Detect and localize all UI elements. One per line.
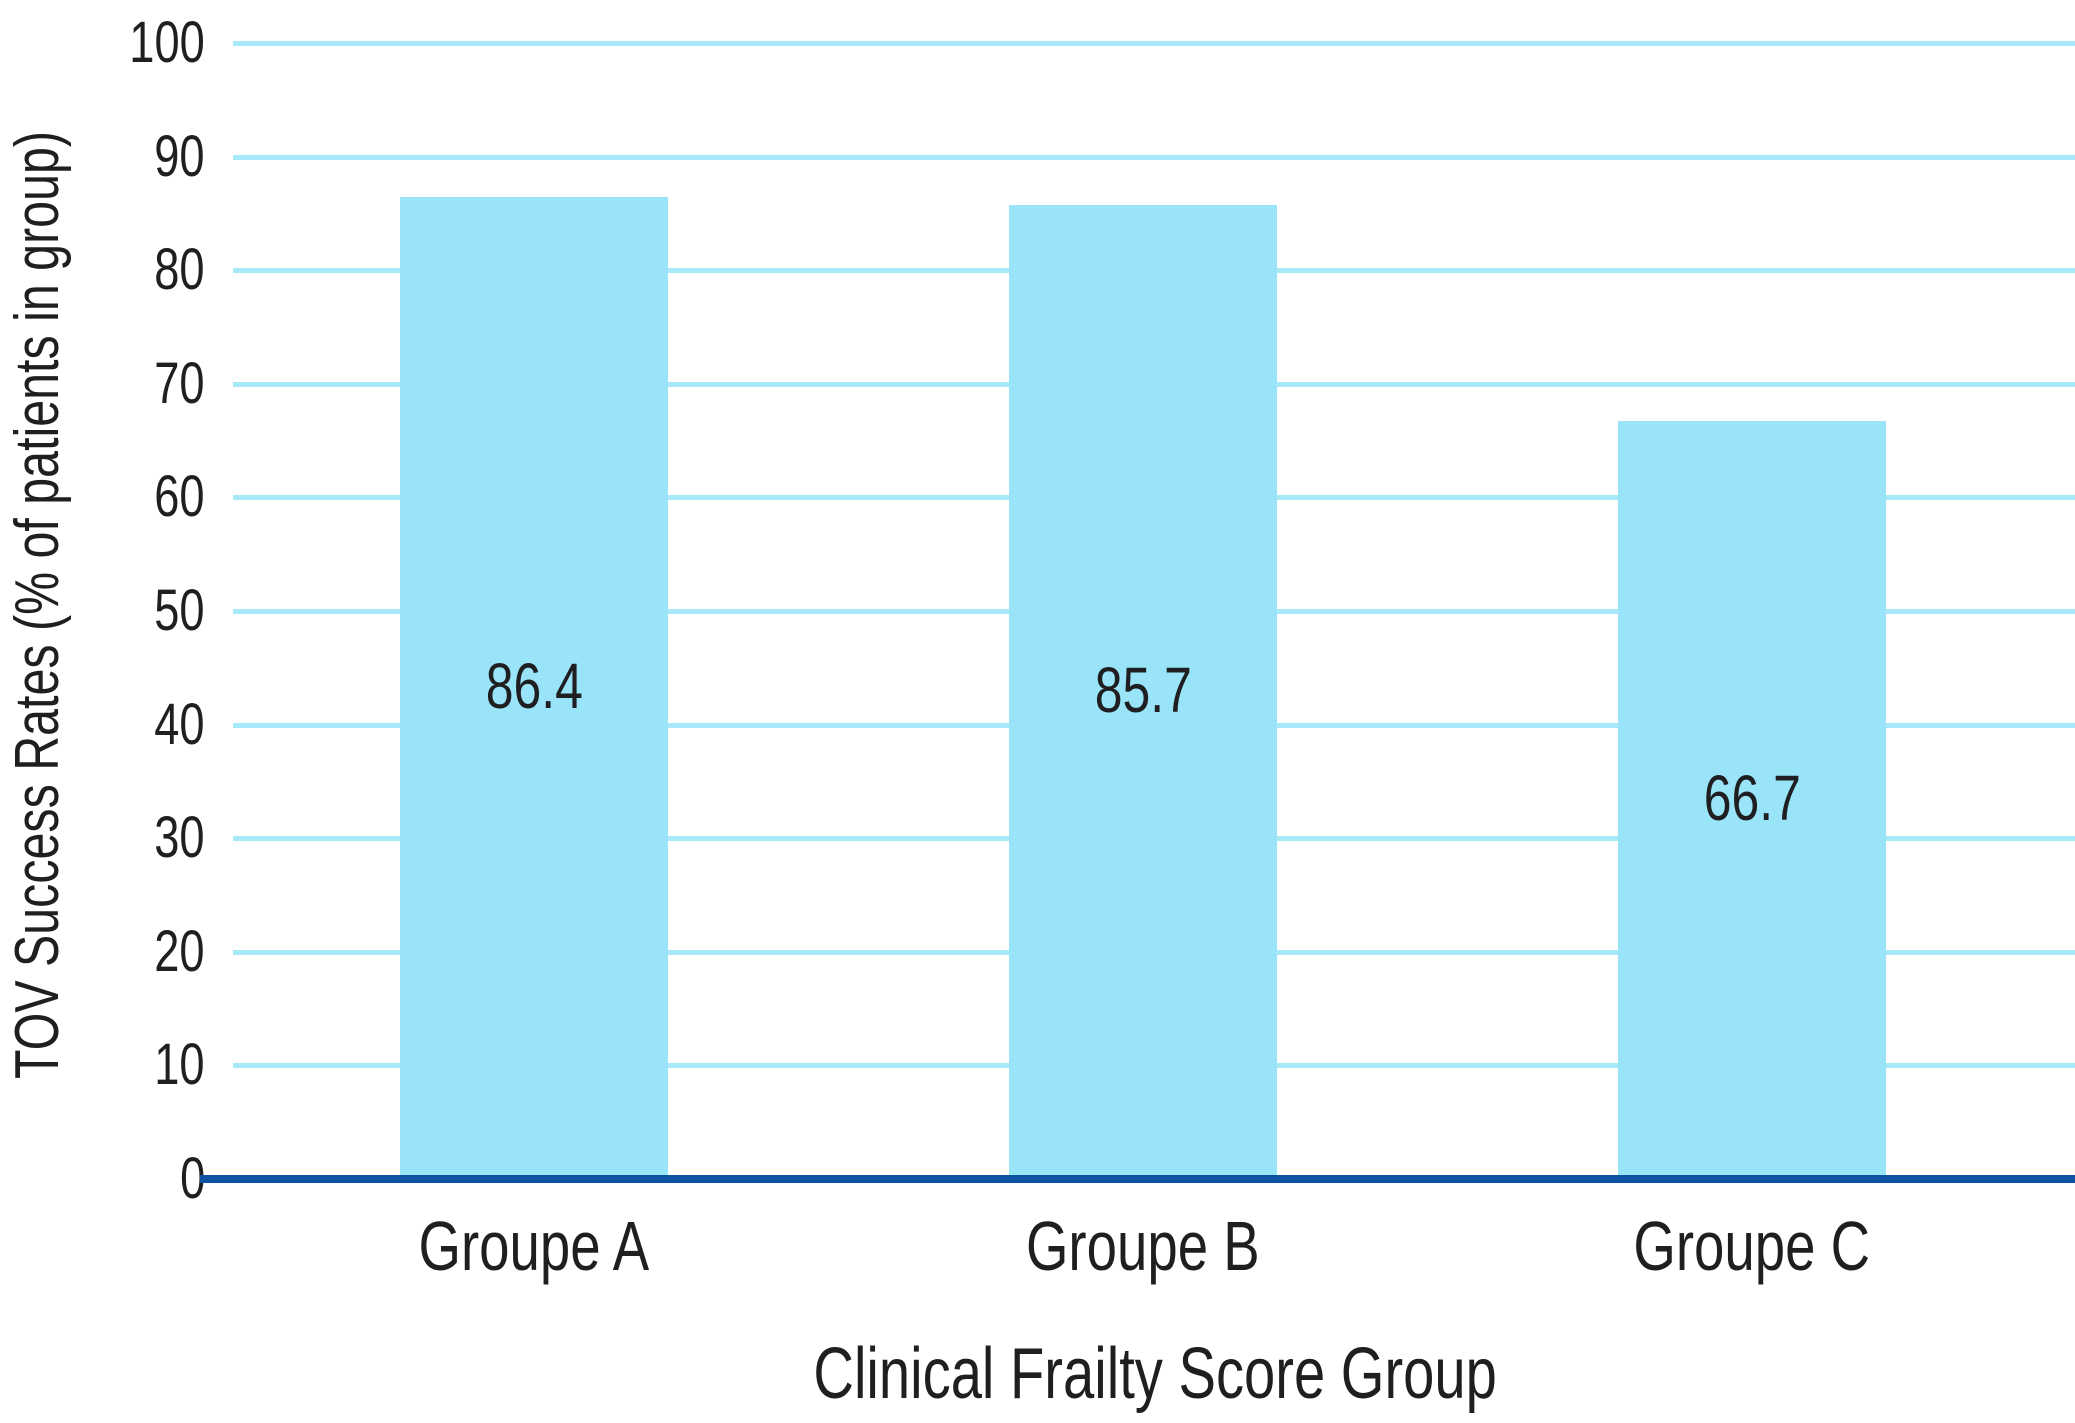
bar-groupe-a [400, 197, 668, 1175]
y-tick-label-text: 30 [154, 805, 205, 870]
gridline-90 [233, 155, 2075, 160]
x-axis-title-text: Clinical Frailty Score Group [813, 1334, 1497, 1414]
y-tick-label-0: 0 [15, 1144, 205, 1214]
y-tick-label-text: 90 [154, 124, 205, 189]
y-tick-label-text: 20 [154, 919, 205, 984]
y-tick-label-text: 70 [154, 351, 205, 416]
bar-value-label-text: 86.4 [485, 650, 583, 722]
y-tick-label-text: 10 [154, 1032, 205, 1097]
y-tick-label-90: 90 [15, 122, 205, 192]
y-tick-label-40: 40 [15, 690, 205, 760]
category-label-text: Groupe C [1633, 1207, 1871, 1285]
y-tick-label-20: 20 [15, 917, 205, 987]
y-tick-label-text: 80 [154, 237, 205, 302]
y-tick-label-10: 10 [15, 1030, 205, 1100]
bar-value-label-text: 85.7 [1094, 654, 1192, 726]
y-tick-label-60: 60 [15, 462, 205, 532]
bar-value-label-text: 66.7 [1703, 762, 1801, 834]
category-label-text: Groupe B [1026, 1207, 1260, 1285]
bar-value-label: 66.7 [1618, 758, 1886, 838]
bar-value-label: 86.4 [400, 646, 668, 726]
bar-groupe-c [1618, 421, 1886, 1175]
y-tick-label-70: 70 [15, 349, 205, 419]
y-tick-label-text: 40 [154, 692, 205, 757]
y-tick-label-text: 50 [154, 578, 205, 643]
category-label-text: Groupe A [418, 1207, 650, 1285]
category-label-groupe-a: Groupe A [314, 1208, 754, 1284]
y-tick-label-text: 100 [129, 10, 205, 75]
category-label-groupe-b: Groupe B [923, 1208, 1363, 1284]
gridline-100 [233, 41, 2075, 46]
y-tick-label-80: 80 [15, 235, 205, 305]
y-tick-label-text: 60 [154, 464, 205, 529]
y-tick-label-100: 100 [15, 8, 205, 78]
bar-groupe-b [1009, 205, 1277, 1175]
y-tick-label-50: 50 [15, 576, 205, 646]
x-axis-line [200, 1175, 2075, 1183]
category-label-groupe-c: Groupe C [1532, 1208, 1972, 1284]
bar-value-label: 85.7 [1009, 650, 1277, 730]
y-tick-label-30: 30 [15, 803, 205, 873]
x-axis-title: Clinical Frailty Score Group [455, 1334, 1855, 1414]
